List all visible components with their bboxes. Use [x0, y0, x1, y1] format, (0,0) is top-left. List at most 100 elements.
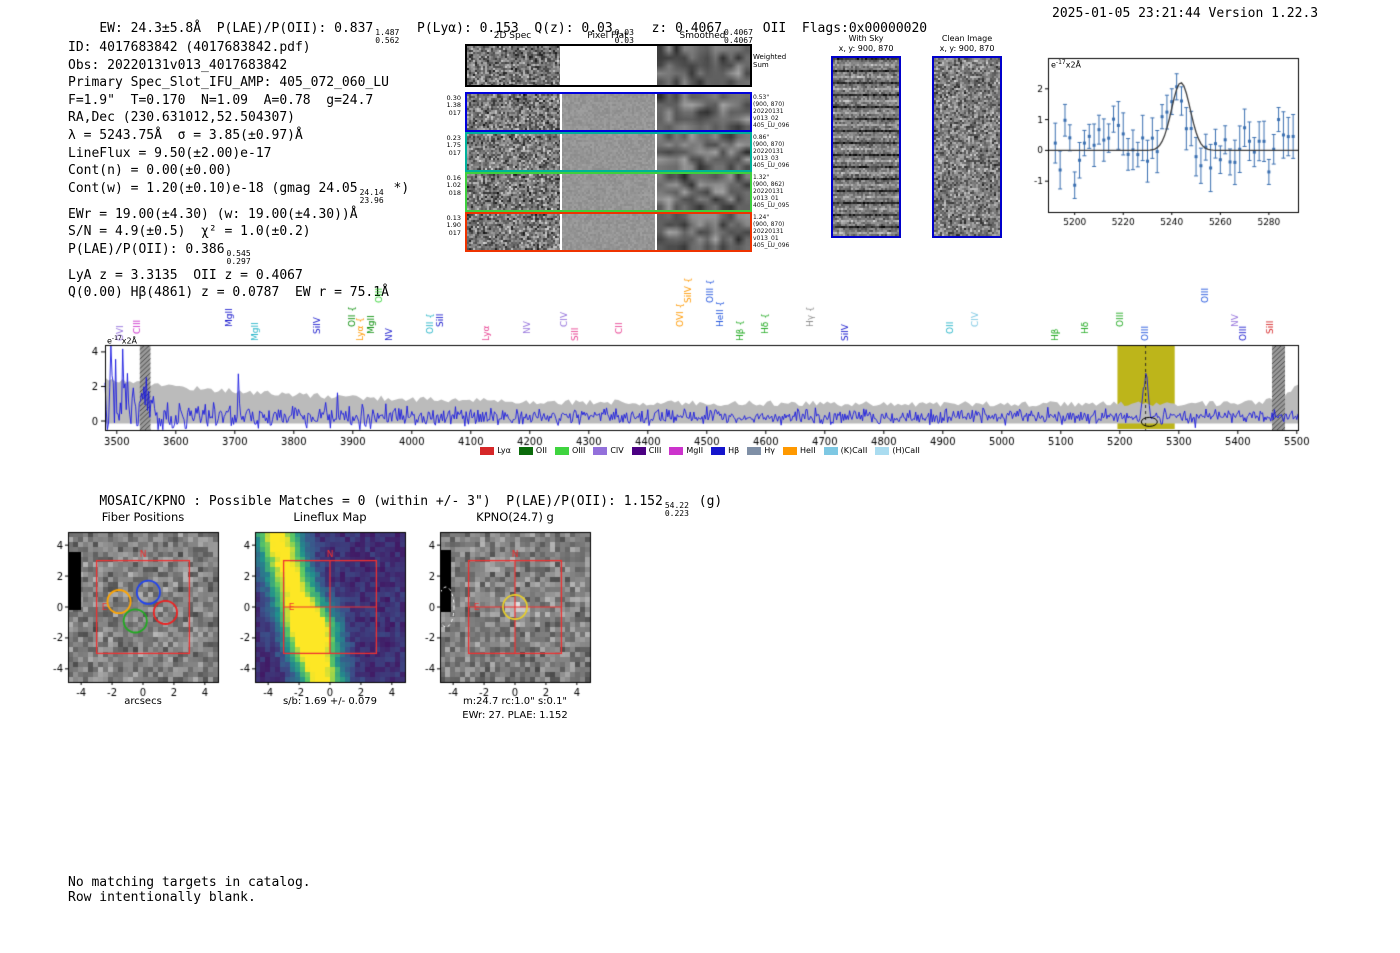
fiber1-smoothed-image — [657, 94, 750, 130]
ann-line: v013_02 — [753, 115, 779, 123]
header-frac-qz: 0.03 0.03 — [614, 28, 634, 46]
legend-label: CIII — [648, 446, 662, 455]
spec2d-fiber-row-1 — [465, 92, 752, 132]
weight-val: 1.75 — [446, 141, 461, 150]
legend-label: OII — [535, 446, 547, 455]
spec2d-fiber-row-3 — [465, 172, 752, 212]
frac-bot: 23.96 — [359, 196, 384, 206]
fiber3-pixelflat-image — [562, 174, 655, 210]
frac-top: 0.545 — [226, 248, 251, 258]
fiber4-weights: 0.13 1.90 017 — [439, 214, 461, 237]
ann-line: 405_LU_095 — [753, 202, 790, 210]
weight-val: 0.23 — [446, 134, 461, 142]
fiber2-pixelflat-image — [562, 134, 655, 170]
header-ew-plae: EW: 24.3±5.8Å P(LAE)/P(OII): 0.837 — [99, 21, 374, 36]
legend-swatch — [669, 446, 684, 455]
ann-line: 405_LU_096 — [753, 162, 790, 170]
unit-rest: x2Å — [1065, 60, 1082, 70]
fiber4-2dspec-image — [467, 214, 560, 250]
col-title-smoothed: Smoothed — [679, 31, 726, 41]
weight-val: 1.02 — [446, 181, 461, 190]
header-z: z: 0.4067 — [635, 21, 723, 36]
legend-item: OII — [518, 446, 547, 455]
with-sky-panel — [831, 56, 901, 238]
footer-blank-row: Row intentionally blank. — [68, 890, 256, 905]
ann-line: 0.53" — [753, 94, 770, 101]
header-flags: OII Flags:0x00000020 — [754, 21, 928, 36]
unit-sup: -17 — [1055, 59, 1066, 66]
legend-swatch — [631, 446, 646, 455]
frac-bot: 0.03 — [614, 36, 634, 46]
mosaic-matches-line: MOSAIC/KPNO : Possible Matches = 0 (with… — [68, 479, 722, 534]
info-plae-text: P(LAE)/P(OII): 0.386 — [68, 241, 225, 257]
legend-swatch — [747, 446, 762, 455]
with-sky-title: With Sky — [848, 34, 884, 43]
kpno-g-cutout — [412, 524, 594, 700]
legend-item: CIV — [593, 446, 624, 455]
lineflux-map-cutout — [227, 524, 409, 700]
weight-val: 0.16 — [446, 174, 461, 182]
fiber4-pixelflat-image — [562, 214, 655, 250]
weighted-2dspec-image — [467, 46, 560, 85]
info-plae-poii: P(LAE)/P(OII): 0.386 0.545 0.297 — [68, 241, 409, 267]
ann-line: v013_01 — [753, 195, 779, 203]
spec2d-fiber-row-2 — [465, 132, 752, 172]
legend-label: Lyα — [497, 446, 511, 455]
frac-top: 54.22 — [664, 501, 689, 510]
legend-item: CIII — [631, 446, 662, 455]
with-sky-image — [833, 58, 899, 236]
header-frac-z: 0.4067 0.4067 — [724, 28, 753, 46]
footer-no-match: No matching targets in catalog. — [68, 875, 311, 890]
ann-line: 405_LU_096 — [753, 122, 790, 130]
legend-label: MgII — [686, 446, 704, 455]
legend-label: OIII — [571, 446, 586, 455]
clean-image — [934, 58, 1000, 236]
info-cont-w: Cont(w) = 1.20(±0.10)e-18 (gmag 24.05 24.… — [68, 180, 409, 206]
weight-val: 0.13 — [446, 214, 461, 222]
header-datetime: 2025-01-05 23:21:44 Version 1.22.3 — [1052, 6, 1319, 21]
info-ftna: F=1.9" T=0.170 N=1.09 A=0.78 g=24.7 — [68, 92, 374, 108]
ann-line: 1.24" — [753, 214, 770, 221]
spectrum-legend: Lyα OII OIII CIV CIII MgII Hβ Hγ HeII (K)CaII (H)C… — [390, 446, 1010, 455]
with-sky-coords: x, y: 900, 870 — [838, 44, 894, 53]
kpno-caption-2: EWr: 27. PLAE: 1.152 — [462, 710, 568, 721]
legend-item: Hγ — [747, 446, 775, 455]
weighted-pixelflat-blank — [562, 46, 655, 85]
fiber3-smoothed-image — [657, 174, 750, 210]
legend-swatch — [554, 446, 569, 455]
weight-val: 018 — [448, 188, 461, 197]
legend-item: OIII — [554, 446, 586, 455]
info-cont-n: Cont(n) = 0.00(±0.00) — [68, 163, 233, 179]
frac-bot: 0.562 — [375, 36, 400, 46]
ann-line: v013_01 — [753, 235, 779, 243]
fiber1-pixelflat-image — [562, 94, 655, 130]
weight-val: 1.90 — [446, 221, 461, 230]
info-radec: RA,Dec (230.631012,52.504307) — [68, 110, 295, 126]
fiber3-2dspec-image — [467, 174, 560, 210]
ann-line: 20220131 — [753, 188, 784, 196]
legend-label: (H)CaII — [892, 446, 920, 455]
info-cont-w-tail: *) — [385, 180, 410, 196]
ann-line: (900, 870) — [753, 221, 785, 229]
legend-swatch — [711, 446, 726, 455]
weight-val: 017 — [448, 228, 461, 237]
mosaic-text: MOSAIC/KPNO : Possible Matches = 0 (with… — [99, 494, 663, 509]
kpno-caption-1: m:24.7 rc:1.0" s:0.1" — [462, 696, 568, 707]
frac-top: 0.4067 — [724, 28, 753, 37]
unit-base: e — [107, 336, 112, 346]
ann-line: 20220131 — [753, 108, 784, 116]
info-sn-chi2: S/N = 4.9(±0.5) χ² = 1.0(±0.2) — [68, 224, 311, 240]
clean-image-title: Clean Image — [941, 34, 993, 43]
fiber1-weights: 0.30 1.38 017 — [439, 94, 461, 117]
lineflux-caption: s/b: 1.69 +/- 0.079 — [282, 696, 378, 707]
legend-item: (K)CaII — [823, 446, 867, 455]
ann-line: 1.32" — [753, 174, 770, 181]
clean-image-coords: x, y: 900, 870 — [939, 44, 995, 53]
weighted-label-line2: Sum — [753, 61, 769, 70]
info-primary-spec: Primary Spec_Slot_IFU_AMP: 405_072_060_L… — [68, 75, 389, 91]
legend-swatch — [782, 446, 797, 455]
info-cont-w-frac: 24.14 23.96 — [359, 188, 384, 206]
ann-line: (900, 870) — [753, 141, 785, 149]
info-plae-frac: 0.545 0.297 — [226, 248, 251, 267]
